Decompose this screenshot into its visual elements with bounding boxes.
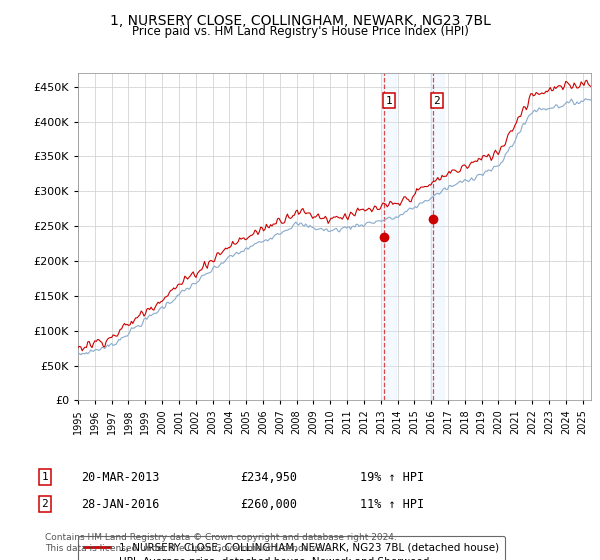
Text: 19% ↑ HPI: 19% ↑ HPI: [360, 470, 424, 484]
Legend: 1, NURSERY CLOSE, COLLINGHAM, NEWARK, NG23 7BL (detached house), HPI: Average pr: 1, NURSERY CLOSE, COLLINGHAM, NEWARK, NG…: [78, 536, 505, 560]
Text: 1: 1: [41, 472, 49, 482]
Text: Price paid vs. HM Land Registry's House Price Index (HPI): Price paid vs. HM Land Registry's House …: [131, 25, 469, 38]
Text: 28-JAN-2016: 28-JAN-2016: [81, 497, 160, 511]
Text: Contains HM Land Registry data © Crown copyright and database right 2024.
This d: Contains HM Land Registry data © Crown c…: [45, 533, 397, 553]
Text: 11% ↑ HPI: 11% ↑ HPI: [360, 497, 424, 511]
Text: 20-MAR-2013: 20-MAR-2013: [81, 470, 160, 484]
Text: £234,950: £234,950: [240, 470, 297, 484]
Text: 1, NURSERY CLOSE, COLLINGHAM, NEWARK, NG23 7BL: 1, NURSERY CLOSE, COLLINGHAM, NEWARK, NG…: [110, 14, 490, 28]
Text: 2: 2: [41, 499, 49, 509]
Text: £260,000: £260,000: [240, 497, 297, 511]
Text: 2: 2: [433, 96, 440, 106]
Bar: [430, 73, 445, 400]
Bar: [382, 73, 396, 400]
Text: 1: 1: [385, 96, 392, 106]
